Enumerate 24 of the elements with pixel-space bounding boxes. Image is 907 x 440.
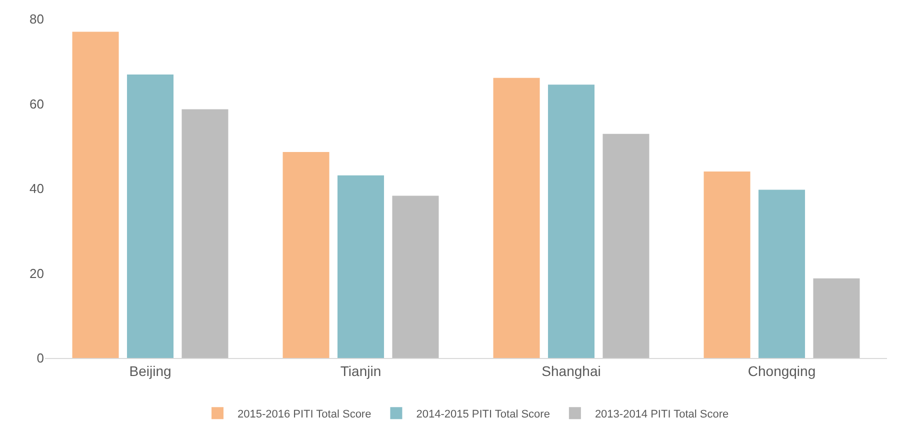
bar	[392, 196, 439, 358]
bar	[493, 78, 540, 358]
bar	[704, 172, 750, 358]
bar	[813, 278, 860, 358]
legend-label: 2013-2014 PITI Total Score	[594, 408, 729, 420]
y-tick-label: 20	[30, 266, 44, 281]
legend-label: 2014-2015 PITI Total Score	[416, 408, 550, 420]
bar	[548, 84, 595, 358]
bar	[602, 134, 650, 358]
bar	[72, 32, 119, 358]
bar	[758, 190, 806, 358]
bar	[126, 74, 174, 358]
bar	[337, 175, 384, 358]
bar	[182, 109, 228, 358]
x-tick-label: Chongqing	[748, 362, 816, 379]
x-tick-label: Shanghai	[542, 362, 601, 379]
y-tick-label: 0	[36, 350, 44, 366]
x-tick-label: Beijing	[129, 362, 172, 379]
legend-label: 2015-2016 PITI Total Score	[238, 408, 372, 420]
y-tick-label: 80	[30, 12, 44, 27]
y-tick-label: 60	[30, 96, 44, 112]
x-tick-label: Tianjin	[340, 362, 382, 379]
y-tick-label: 40	[30, 181, 44, 196]
bar	[282, 152, 330, 358]
